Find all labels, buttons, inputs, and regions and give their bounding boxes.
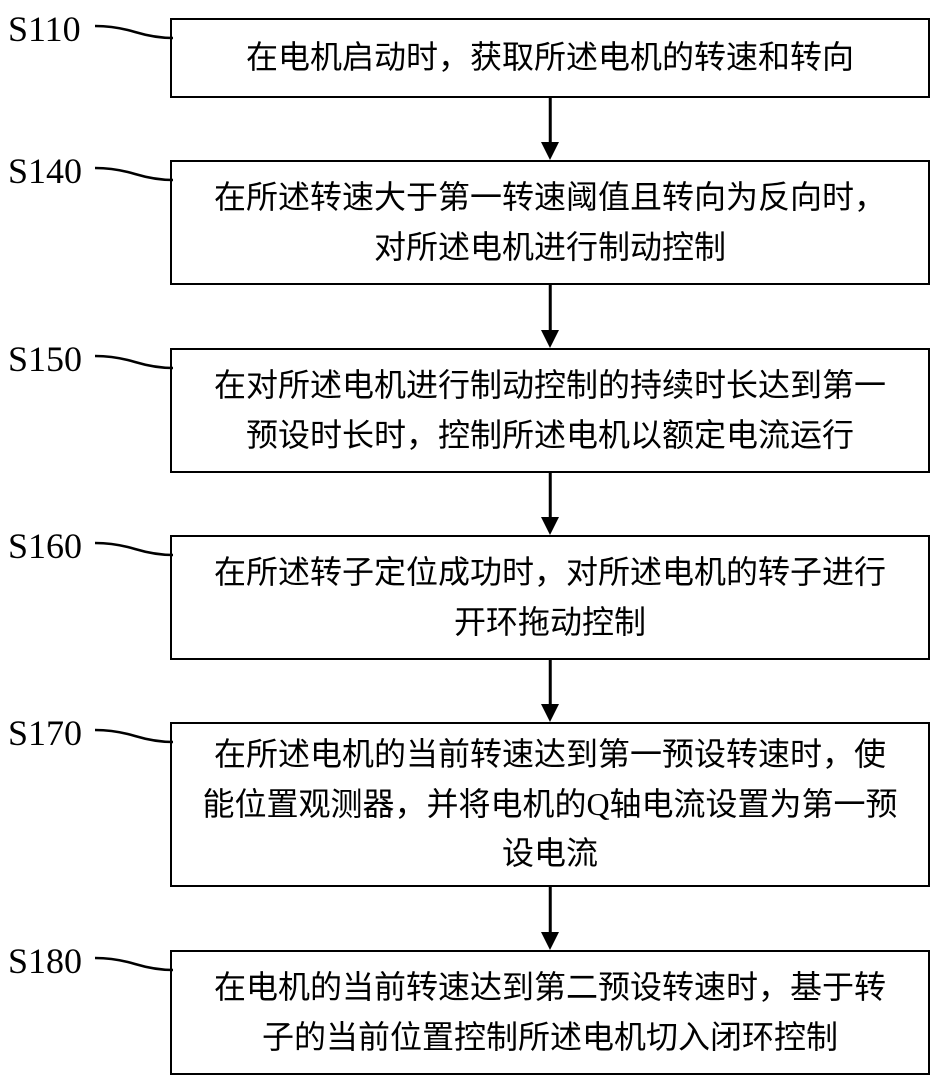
- arrow-line-2: [549, 285, 552, 330]
- flowchart-canvas: S110 在电机启动时，获取所述电机的转速和转向 S140 在所述转速大于第一转…: [0, 0, 947, 1000]
- arrow-line-3: [549, 473, 552, 517]
- step-label-s160: S160: [8, 525, 82, 567]
- connector-s160: [95, 539, 175, 559]
- arrow-head-3: [541, 517, 559, 535]
- arrow-line-5: [549, 887, 552, 932]
- arrow-line-1: [549, 98, 552, 142]
- connector-s110: [95, 22, 175, 42]
- step-text-s140: 在所述转速大于第一转速阈值且转向为反向时，对所述电机进行制动控制: [202, 173, 898, 272]
- connector-s170: [95, 726, 175, 746]
- arrow-head-1: [541, 142, 559, 160]
- step-label-s110: S110: [8, 8, 81, 50]
- step-text-s180: 在电机的当前转速达到第二预设转速时，基于转子的当前位置控制所述电机切入闭环控制: [202, 963, 898, 1062]
- step-label-s140: S140: [8, 150, 82, 192]
- arrow-line-4: [549, 660, 552, 704]
- connector-s150: [95, 352, 175, 372]
- step-box-s160: 在所述转子定位成功时，对所述电机的转子进行开环拖动控制: [170, 535, 930, 660]
- connector-s140: [95, 164, 175, 184]
- step-box-s110: 在电机启动时，获取所述电机的转速和转向: [170, 18, 930, 98]
- step-text-s110: 在电机启动时，获取所述电机的转速和转向: [246, 33, 854, 83]
- connector-s180: [95, 954, 175, 974]
- step-box-s140: 在所述转速大于第一转速阈值且转向为反向时，对所述电机进行制动控制: [170, 160, 930, 285]
- step-label-s180: S180: [8, 940, 82, 982]
- step-label-s150: S150: [8, 338, 82, 380]
- arrow-head-2: [541, 330, 559, 348]
- step-text-s170: 在所述电机的当前转速达到第一预设转速时，使能位置观测器，并将电机的Q轴电流设置为…: [202, 730, 898, 879]
- step-text-s160: 在所述转子定位成功时，对所述电机的转子进行开环拖动控制: [202, 548, 898, 647]
- step-box-s180: 在电机的当前转速达到第二预设转速时，基于转子的当前位置控制所述电机切入闭环控制: [170, 950, 930, 1075]
- step-box-s170: 在所述电机的当前转速达到第一预设转速时，使能位置观测器，并将电机的Q轴电流设置为…: [170, 722, 930, 887]
- step-label-s170: S170: [8, 712, 82, 754]
- arrow-head-5: [541, 932, 559, 950]
- arrow-head-4: [541, 704, 559, 722]
- step-text-s150: 在对所述电机进行制动控制的持续时长达到第一预设时长时，控制所述电机以额定电流运行: [202, 361, 898, 460]
- step-box-s150: 在对所述电机进行制动控制的持续时长达到第一预设时长时，控制所述电机以额定电流运行: [170, 348, 930, 473]
